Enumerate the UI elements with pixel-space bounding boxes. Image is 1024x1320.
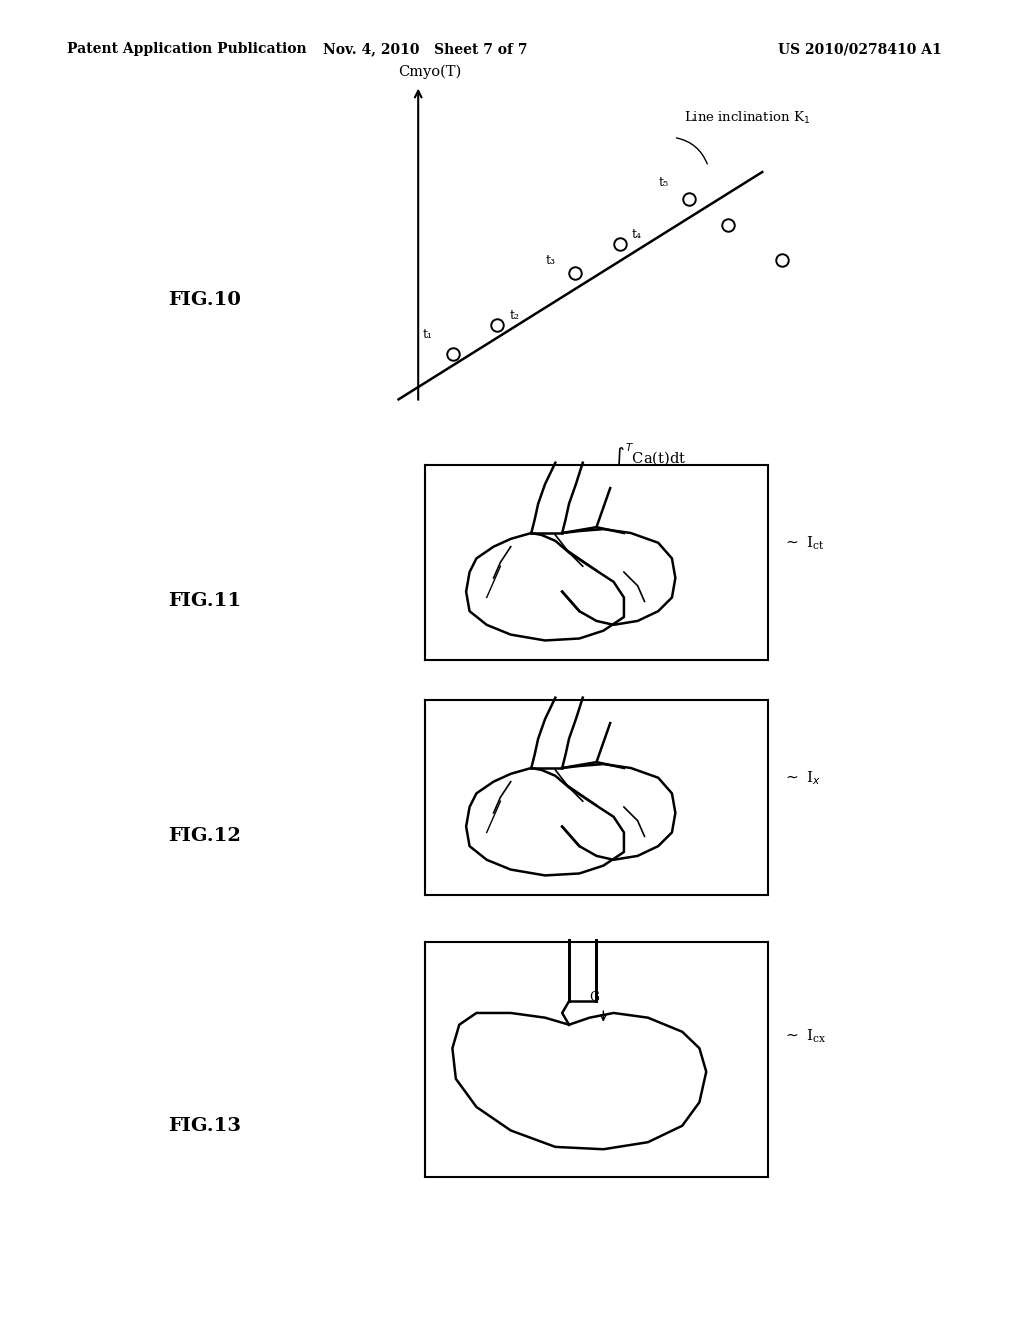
Text: FIG.11: FIG.11 <box>168 593 242 610</box>
Text: US 2010/0278410 A1: US 2010/0278410 A1 <box>778 42 942 57</box>
Text: t₃: t₃ <box>546 253 556 267</box>
Text: $\sim$ I$_x$: $\sim$ I$_x$ <box>783 768 821 787</box>
Text: Line inclination K$_1$: Line inclination K$_1$ <box>684 110 810 125</box>
Text: t₁: t₁ <box>423 329 433 341</box>
Text: Cmyo(T): Cmyo(T) <box>398 65 462 79</box>
Text: $\sim$ I$_{\mathregular{cx}}$: $\sim$ I$_{\mathregular{cx}}$ <box>783 1027 827 1045</box>
Text: t₂: t₂ <box>509 309 519 322</box>
Text: $\sim$ I$_{\mathregular{ct}}$: $\sim$ I$_{\mathregular{ct}}$ <box>783 533 825 552</box>
Text: FIG.10: FIG.10 <box>168 290 242 309</box>
Text: FIG.13: FIG.13 <box>168 1117 242 1135</box>
Text: t₅: t₅ <box>658 176 669 189</box>
Text: G: G <box>590 990 600 1003</box>
Text: Nov. 4, 2010   Sheet 7 of 7: Nov. 4, 2010 Sheet 7 of 7 <box>323 42 527 57</box>
Text: t₄: t₄ <box>632 228 642 242</box>
Text: Patent Application Publication: Patent Application Publication <box>67 42 306 57</box>
Text: FIG.12: FIG.12 <box>168 828 242 845</box>
Text: $\int_0^T$Ca(t)dt: $\int_0^T$Ca(t)dt <box>612 441 686 475</box>
